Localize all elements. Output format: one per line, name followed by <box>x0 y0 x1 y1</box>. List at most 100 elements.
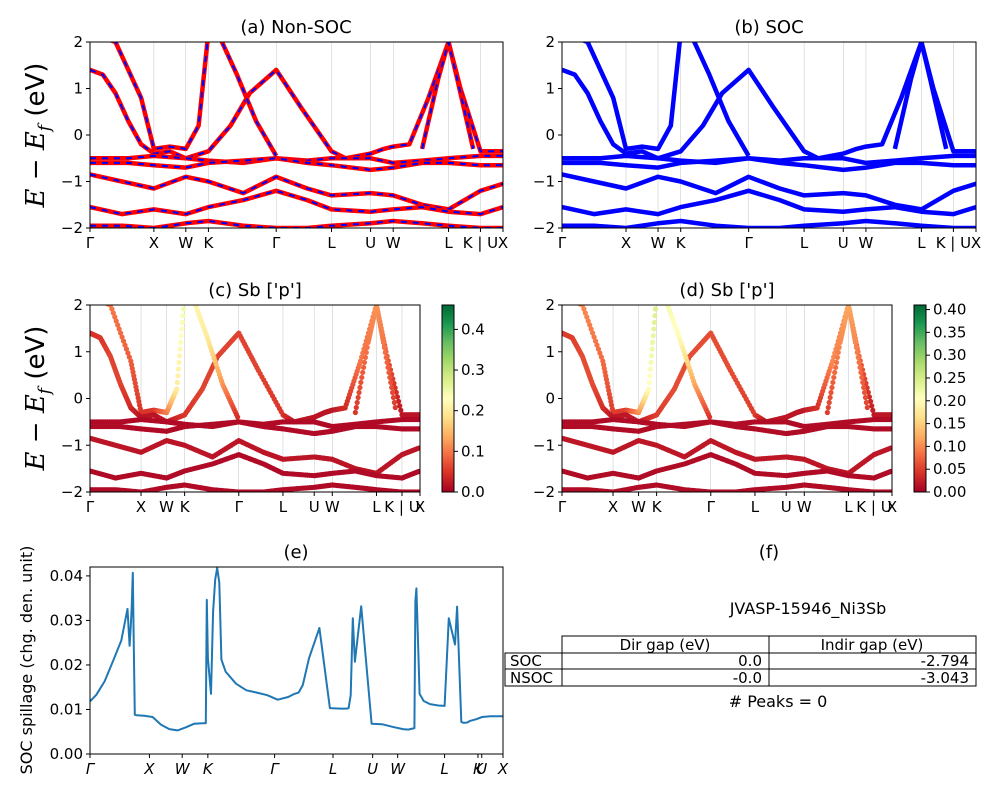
band-point <box>598 354 604 360</box>
band-point <box>651 319 657 325</box>
band-point <box>383 354 389 361</box>
band-point <box>573 299 578 304</box>
band-point <box>648 353 655 359</box>
band-point <box>386 369 392 376</box>
x-tick-label: U <box>781 498 792 516</box>
band-point <box>118 330 124 336</box>
band-point <box>354 399 360 406</box>
x-tick-label: W <box>390 760 406 778</box>
x-tick-label: K <box>180 498 191 516</box>
x-tick-label: L <box>440 760 448 778</box>
band-point <box>192 299 197 304</box>
band-point <box>559 293 564 298</box>
band-line-dash-2 <box>90 154 503 164</box>
x-tick-label: X <box>498 234 508 252</box>
band-point <box>827 394 833 401</box>
band-line-dash-4 <box>90 173 503 211</box>
colorbar-d: 0.00 0.05 0.10 0.15 0.20 0.25 0.30 0.35 0.40 <box>913 301 966 501</box>
band-point <box>387 374 393 381</box>
band-point <box>416 426 420 432</box>
band-line-0 <box>581 42 682 152</box>
band-point <box>95 296 100 301</box>
y-tick-label: −1 <box>61 173 83 191</box>
y-tick-label: 0 <box>73 126 83 144</box>
colorbar-tick-label: 0.0 <box>461 483 485 501</box>
band-line-dash-6 <box>90 219 503 228</box>
band-point <box>353 404 359 411</box>
band-point <box>858 369 864 376</box>
band-point <box>180 313 186 319</box>
x-tick-label: Γ <box>86 498 95 516</box>
band-point <box>99 298 104 303</box>
y-tick-label: −2 <box>61 219 83 237</box>
band-point <box>588 326 594 332</box>
ylabel-top: E − Ef (eV) <box>21 63 55 209</box>
table-col-indir: Indir gap (eV) <box>821 636 924 654</box>
band-point <box>382 349 388 356</box>
band-point <box>855 354 861 361</box>
band-point <box>571 298 576 303</box>
table-row-nsoc-label: NSOC <box>510 669 553 687</box>
band-point <box>397 403 403 409</box>
svg-text:E − Ef (eV): E − Ef (eV) <box>21 326 55 472</box>
band-line-6 <box>562 218 976 228</box>
band-point <box>93 296 98 301</box>
panel-f-title: (f) <box>759 542 779 563</box>
colorbar-tick-label: 0.10 <box>933 437 966 455</box>
spillage-ylabel: SOC spillage (chg. den. unit) <box>17 546 36 775</box>
band-point <box>380 339 387 345</box>
band-point <box>867 398 874 404</box>
band-point <box>888 468 892 475</box>
y-tick-label: 2 <box>73 296 83 314</box>
band-point <box>651 326 657 332</box>
band-point <box>390 394 397 401</box>
band-point <box>363 349 369 356</box>
x-tick-label: L <box>844 498 853 516</box>
band-point <box>831 354 837 360</box>
band-point <box>664 299 669 304</box>
band-line-7 <box>691 42 751 158</box>
band-point <box>707 414 713 420</box>
x-tick-label: L <box>917 234 926 252</box>
x-tick-label: Γ <box>744 234 753 252</box>
band-point <box>863 399 869 406</box>
band-point <box>358 379 364 386</box>
x-tick-label: K <box>203 234 214 252</box>
band-point <box>587 322 593 328</box>
band-point <box>595 346 602 352</box>
y-tick-label: −1 <box>533 173 555 191</box>
band-point <box>646 386 652 392</box>
x-tick-label: K | U <box>384 498 419 516</box>
x-tick-label: L <box>751 498 760 516</box>
band-point <box>831 374 837 381</box>
x-tick-label: X <box>887 498 897 516</box>
y-tick-label: 1 <box>73 343 83 361</box>
panel-a-title: (a) Non-SOC <box>240 17 351 38</box>
colorbar-tick-label: 0.00 <box>933 483 966 501</box>
x-tick-label: Γ <box>270 760 280 778</box>
x-tick-label: U <box>309 498 320 516</box>
y-tick-label: 0 <box>545 126 555 144</box>
band-point <box>826 399 832 406</box>
band-point <box>663 296 668 301</box>
band-point <box>416 468 420 475</box>
band-point <box>119 334 125 340</box>
band-point <box>574 300 579 305</box>
band-line-dash-3 <box>90 157 503 171</box>
colorbar-tick-label: 0.35 <box>933 323 966 341</box>
band-point <box>113 318 119 324</box>
band-point <box>834 354 841 361</box>
band-point <box>888 426 892 432</box>
band-line-dash-1 <box>90 42 503 160</box>
band-point <box>179 326 185 332</box>
band-point <box>590 330 596 336</box>
x-tick-label: L <box>372 498 381 516</box>
y-tick-label: 0.01 <box>50 700 83 718</box>
x-tick-label: X <box>415 498 425 516</box>
band-point <box>597 350 603 356</box>
table-row-nsoc-indir: -3.043 <box>921 669 969 687</box>
band-point <box>392 404 398 411</box>
x-tick-label: Γ <box>272 234 281 252</box>
band-point <box>647 373 653 379</box>
